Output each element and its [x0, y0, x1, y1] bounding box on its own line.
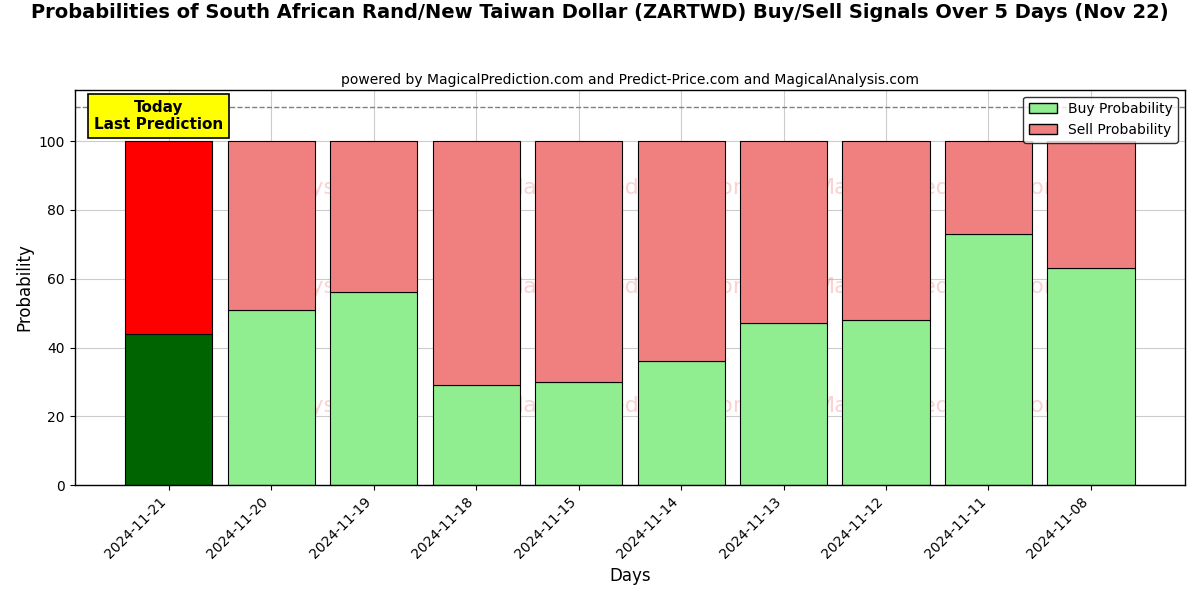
Text: calAnalysis.com: calAnalysis.com — [229, 178, 408, 199]
Text: calAnalysis.com: calAnalysis.com — [229, 396, 408, 416]
Bar — [740, 323, 827, 485]
Bar — [432, 141, 520, 385]
Bar — [228, 310, 314, 485]
Text: MagicalPrediction.com: MagicalPrediction.com — [504, 277, 755, 298]
Bar — [637, 361, 725, 485]
Bar — [637, 141, 725, 361]
Bar — [125, 334, 212, 485]
Bar — [1048, 141, 1134, 268]
Title: powered by MagicalPrediction.com and Predict-Price.com and MagicalAnalysis.com: powered by MagicalPrediction.com and Pre… — [341, 73, 919, 87]
Bar — [842, 320, 930, 485]
Bar — [228, 141, 314, 310]
Bar — [432, 385, 520, 485]
Bar — [842, 141, 930, 320]
Bar — [125, 141, 212, 334]
Text: MagicalPrediction.com: MagicalPrediction.com — [816, 178, 1066, 199]
Text: calAnalysis.com: calAnalysis.com — [229, 277, 408, 298]
Bar — [944, 141, 1032, 234]
Text: MagicalPrediction.com: MagicalPrediction.com — [816, 277, 1066, 298]
Bar — [944, 234, 1032, 485]
Bar — [535, 141, 622, 382]
X-axis label: Days: Days — [610, 567, 650, 585]
Bar — [330, 292, 418, 485]
Legend: Buy Probability, Sell Probability: Buy Probability, Sell Probability — [1024, 97, 1178, 143]
Text: Today
Last Prediction: Today Last Prediction — [94, 100, 223, 132]
Text: MagicalPrediction.com: MagicalPrediction.com — [504, 178, 755, 199]
Bar — [535, 382, 622, 485]
Text: MagicalPrediction.com: MagicalPrediction.com — [816, 396, 1066, 416]
Y-axis label: Probability: Probability — [16, 244, 34, 331]
Bar — [330, 141, 418, 292]
Text: Probabilities of South African Rand/New Taiwan Dollar (ZARTWD) Buy/Sell Signals : Probabilities of South African Rand/New … — [31, 3, 1169, 22]
Bar — [1048, 268, 1134, 485]
Text: MagicalPrediction.com: MagicalPrediction.com — [504, 396, 755, 416]
Bar — [740, 141, 827, 323]
